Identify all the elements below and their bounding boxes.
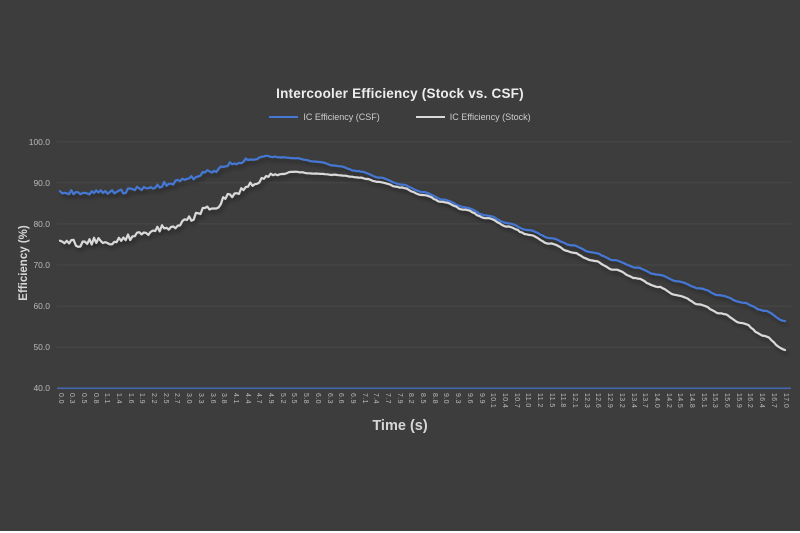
x-tick-label: 16.7 [769, 393, 777, 409]
y-tick-label: 40.0 [33, 383, 50, 394]
y-tick-label: 100.0 [28, 136, 50, 147]
x-tick-label: 14.2 [664, 393, 672, 409]
y-tick-label: 50.0 [33, 342, 50, 353]
x-tick-label: 15.3 [711, 393, 719, 409]
x-tick-label: 8.8 [430, 393, 438, 404]
csf-series-line [58, 154, 787, 323]
x-tick-label: 1.4 [115, 393, 122, 404]
legend-label-stock: IC Efficiency (Stock) [449, 112, 531, 122]
y-tick-label: 60.0 [33, 301, 50, 312]
x-tick-label: 12.1 [571, 393, 578, 409]
x-tick-label: 7.1 [360, 393, 368, 404]
x-tick-label: 3.0 [185, 393, 193, 404]
y-tick-label: 80.0 [33, 218, 50, 229]
x-tick-label: 2.7 [173, 393, 181, 404]
x-tick-label: 1.6 [126, 393, 134, 404]
x-tick-label: 15.9 [734, 393, 742, 409]
x-tick-label: 7.9 [395, 393, 403, 404]
x-tick-label: 4.7 [255, 393, 263, 404]
x-tick-label: 6.3 [325, 393, 333, 404]
x-tick-label: 9.9 [477, 393, 485, 404]
stock-series-line [58, 170, 787, 352]
x-tick-label: 12.3 [582, 393, 590, 409]
x-tick-label: 11.5 [547, 393, 555, 408]
x-tick-label: 13.4 [629, 393, 637, 409]
bottom-border [0, 531, 800, 533]
x-axis-title: Time (s) [372, 418, 428, 434]
x-tick-label: 14.8 [688, 393, 695, 409]
x-tick-label: 3.6 [208, 393, 216, 404]
y-tick-label: 90.0 [33, 177, 50, 188]
x-tick-label: 15.1 [699, 393, 707, 409]
legend-item-csf: IC Efficiency (CSF) [269, 112, 380, 122]
stock-line-swatch-icon [415, 116, 445, 118]
x-tick-label: 0.3 [68, 393, 76, 404]
x-tick-label: 4.4 [243, 393, 251, 404]
csf-line-swatch-icon [269, 116, 299, 118]
x-tick-label: 5.5 [290, 393, 298, 404]
x-tick-label: 9.0 [442, 393, 450, 404]
x-tick-label: 1.1 [103, 393, 111, 404]
legend-label-csf: IC Efficiency (CSF) [303, 112, 380, 122]
x-tick-label: 11.0 [524, 393, 532, 408]
x-tick-label: 0.8 [91, 393, 99, 404]
x-tick-label: 16.2 [746, 393, 754, 409]
x-tick-label: 10.4 [500, 393, 508, 409]
x-tick-label: 13.2 [617, 393, 625, 409]
x-tick-label: 14.5 [676, 393, 684, 409]
x-tick-label: 15.6 [723, 393, 730, 409]
x-tick-label: 7.7 [383, 393, 391, 404]
x-tick-label: 0.0 [56, 393, 64, 404]
x-tick-label: 8.2 [407, 393, 415, 404]
x-tick-label: 9.3 [454, 393, 462, 404]
legend: IC Efficiency (CSF) IC Efficiency (Stock… [0, 112, 800, 122]
x-tick-label: 3.8 [220, 393, 228, 404]
x-tick-label: 17.0 [781, 393, 789, 409]
x-tick-label: 14.0 [652, 393, 660, 409]
x-tick-label: 12.9 [606, 393, 614, 409]
x-tick-label: 11.2 [535, 393, 543, 408]
y-tick-label: 70.0 [33, 260, 50, 270]
x-tick-label: 3.3 [196, 393, 204, 404]
x-tick-label: 5.2 [278, 393, 286, 404]
x-tick-label: 9.6 [465, 393, 473, 404]
x-tick-label: 6.9 [348, 393, 356, 404]
x-tick-label: 2.2 [150, 393, 157, 404]
x-tick-label: 12.6 [594, 393, 602, 409]
x-tick-label: 10.7 [512, 393, 520, 409]
x-tick-label: 0.5 [79, 393, 87, 404]
chart-title: Intercooler Efficiency (Stock vs. CSF) [276, 86, 524, 101]
x-tick-label: 8.5 [419, 393, 426, 404]
horizontal-gridlines [57, 141, 791, 348]
x-tick-label: 7.4 [372, 393, 380, 404]
x-tick-label: 4.1 [231, 393, 239, 404]
x-tick-label: 16.4 [758, 393, 766, 409]
x-tick-label: 6.0 [313, 393, 321, 404]
x-tick-label: 1.9 [138, 393, 146, 404]
x-tick-label: 11.8 [559, 393, 567, 408]
x-tick-label: 10.1 [489, 393, 497, 409]
x-tick-label: 13.7 [641, 393, 649, 409]
x-tick-label: 6.6 [337, 393, 345, 404]
x-tick-label: 2.5 [161, 393, 169, 404]
legend-item-stock: IC Efficiency (Stock) [415, 112, 531, 122]
x-tick-label: 4.9 [267, 393, 274, 404]
x-tick-label: 5.8 [302, 393, 310, 404]
